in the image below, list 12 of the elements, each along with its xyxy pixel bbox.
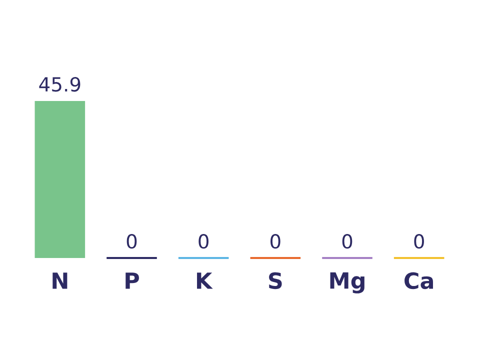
x-tick-label: Ca [404, 272, 433, 290]
x-tick-label: Mg [330, 272, 364, 294]
data-label: 0 [414, 234, 424, 249]
data-label: 0 [198, 234, 208, 249]
x-tick-label: K [197, 272, 213, 289]
data-label: 0 [342, 234, 352, 249]
x-tick-label: P [126, 272, 139, 289]
x-tick-label: S [269, 272, 282, 290]
data-label: 0 [270, 234, 280, 249]
data-label: 45.9 [39, 76, 80, 92]
x-tick-label: N [52, 272, 68, 289]
data-label: 0 [126, 234, 137, 249]
